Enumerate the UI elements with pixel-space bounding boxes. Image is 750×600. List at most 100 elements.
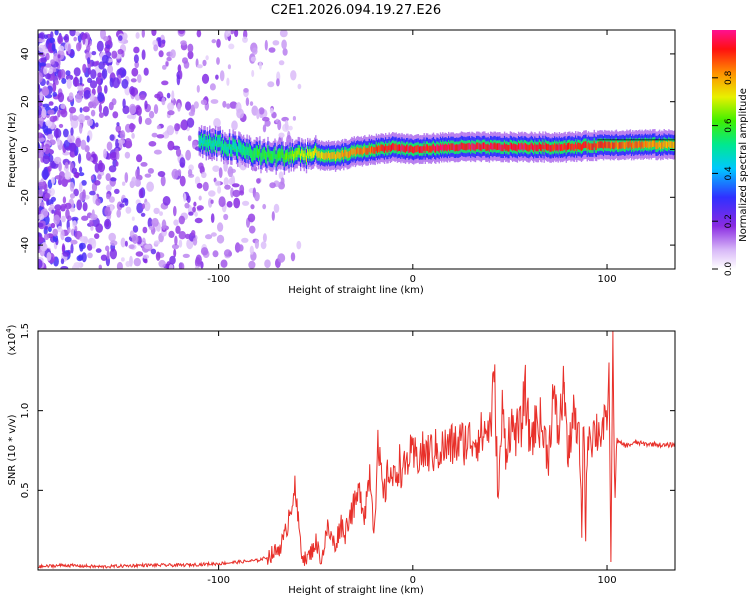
noise-speck [49, 160, 57, 169]
ridge-cell [317, 151, 319, 159]
ridge-cell [259, 147, 261, 154]
ridge-cell [580, 144, 583, 151]
noise-speck [38, 37, 42, 43]
noise-speck [205, 55, 209, 61]
ridge-cell [489, 142, 492, 150]
noise-speck [141, 203, 145, 210]
ridge-cell [308, 151, 310, 159]
noise-speck [98, 112, 104, 118]
noise-speck [95, 198, 101, 206]
noise-speck [243, 88, 249, 93]
noise-speck [262, 116, 270, 122]
ridge-cell [242, 145, 245, 153]
ridge-cell [480, 144, 482, 152]
ridge-cell [665, 141, 668, 148]
noise-speck [94, 180, 101, 186]
ridge-cell [346, 151, 348, 159]
noise-speck [144, 173, 152, 178]
noise-speck [179, 262, 185, 269]
ridge-cell [345, 150, 347, 157]
ridge-cell [263, 149, 266, 157]
noise-speck [140, 212, 146, 217]
noise-speck [271, 111, 277, 119]
noise-speck [135, 168, 140, 179]
ridge-cell [216, 143, 218, 151]
noise-speck [216, 38, 221, 48]
noise-speck [89, 80, 98, 89]
ridge-cell [640, 142, 642, 149]
ridge-cell [459, 143, 461, 151]
ridge-cell [515, 144, 517, 151]
ridge-cell [573, 144, 576, 151]
noise-speck [86, 44, 91, 52]
colorbar-tick-label: 0.4 [724, 166, 734, 181]
noise-speck [115, 161, 119, 167]
noise-speck [77, 113, 86, 124]
ridge-cell [224, 143, 226, 150]
ridge-cell [233, 142, 235, 149]
ridge-cell [432, 143, 435, 151]
ridge-cell [425, 144, 428, 151]
ridge-cell [371, 145, 373, 153]
noise-speck [91, 51, 97, 56]
noise-speck [148, 225, 154, 230]
ridge-cell [460, 142, 463, 150]
noise-speck [115, 138, 120, 149]
noise-speck [102, 106, 109, 117]
noise-speck [90, 175, 95, 180]
noise-speck [154, 93, 161, 99]
noise-speck [87, 67, 92, 75]
noise-speck [136, 202, 144, 214]
ridge-cell [587, 142, 590, 149]
ridge-cell [453, 144, 456, 152]
noise-speck [158, 50, 164, 58]
spectrogram-x-label: Height of straight line (km) [288, 285, 424, 296]
noise-speck [278, 60, 285, 66]
noise-speck [173, 248, 177, 258]
noise-speck [104, 206, 112, 217]
noise-speck [120, 130, 126, 141]
noise-speck [38, 101, 43, 107]
noise-speck [38, 189, 44, 198]
noise-speck [101, 54, 109, 64]
noise-speck [87, 118, 93, 127]
ridge-cell [672, 141, 675, 149]
ridge-cell [241, 147, 244, 154]
ridge-cell [279, 150, 281, 158]
snr-multiplier: (x104) [5, 324, 18, 355]
ridge-cell [403, 145, 406, 152]
noise-speck [280, 177, 285, 185]
ridge-cell [421, 146, 423, 153]
noise-speck [58, 123, 64, 128]
noise-speck [188, 111, 195, 117]
noise-speck [177, 102, 181, 112]
ridge-cell [559, 144, 562, 152]
ridge-cell [505, 144, 507, 151]
noise-speck [106, 193, 111, 200]
ridge-cell [450, 143, 452, 151]
ridge-cell [544, 142, 547, 150]
ridge-cell [519, 143, 521, 151]
noise-speck [44, 192, 51, 199]
noise-speck [186, 195, 191, 203]
ridge-cell [439, 143, 442, 151]
noise-speck [242, 200, 250, 206]
ridge-cell [557, 144, 559, 152]
ridge-cell [577, 142, 579, 150]
noise-speck [95, 223, 103, 233]
noise-speck [178, 215, 185, 225]
ridge-cell [541, 144, 543, 152]
noise-speck [272, 40, 280, 46]
ridge-cell [552, 144, 555, 152]
ridge-cell [249, 148, 252, 156]
noise-speck [162, 196, 171, 206]
noise-speck [38, 199, 41, 205]
ridge-cell [606, 141, 608, 149]
ridge-cell [530, 142, 533, 150]
ridge-cell [502, 144, 505, 152]
ridge-cell [281, 148, 283, 156]
ridge-cell [332, 152, 334, 159]
ridge-cell [253, 150, 255, 158]
ridge-cell [588, 143, 591, 151]
